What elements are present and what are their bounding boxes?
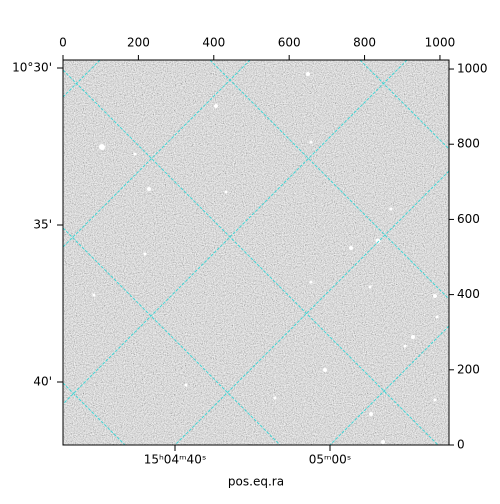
dec-tick-label: 40'	[33, 375, 52, 389]
image	[62, 59, 450, 446]
x-tick-label: 0	[59, 36, 67, 50]
ra-tick-label: 15ʰ04ᵐ40ˢ	[144, 453, 207, 467]
x-tick-label: 400	[202, 36, 225, 50]
coordinate-grid	[63, 60, 449, 445]
y-tick-label: 1000	[457, 62, 488, 76]
frame	[62, 59, 450, 446]
x-tick-label: 200	[127, 36, 150, 50]
y-tick-label: 600	[457, 212, 480, 226]
x-tick-label: 1000	[425, 36, 456, 50]
world-ticks	[57, 67, 331, 451]
ra-tick-label: 05ᵐ00ˢ	[309, 453, 352, 467]
stars	[92, 72, 439, 444]
y-tick-label: 0	[457, 438, 465, 452]
y-tick-label: 800	[457, 137, 480, 151]
x-tick-label: 800	[353, 36, 376, 50]
x-tick-label: 600	[278, 36, 301, 50]
dec-tick-label: 10°30'	[12, 61, 52, 75]
y-tick-label: 200	[457, 362, 480, 376]
x-axis-label: pos.eq.ra	[228, 475, 284, 489]
dec-tick-label: 35'	[33, 218, 52, 232]
y-tick-label: 400	[457, 287, 480, 301]
